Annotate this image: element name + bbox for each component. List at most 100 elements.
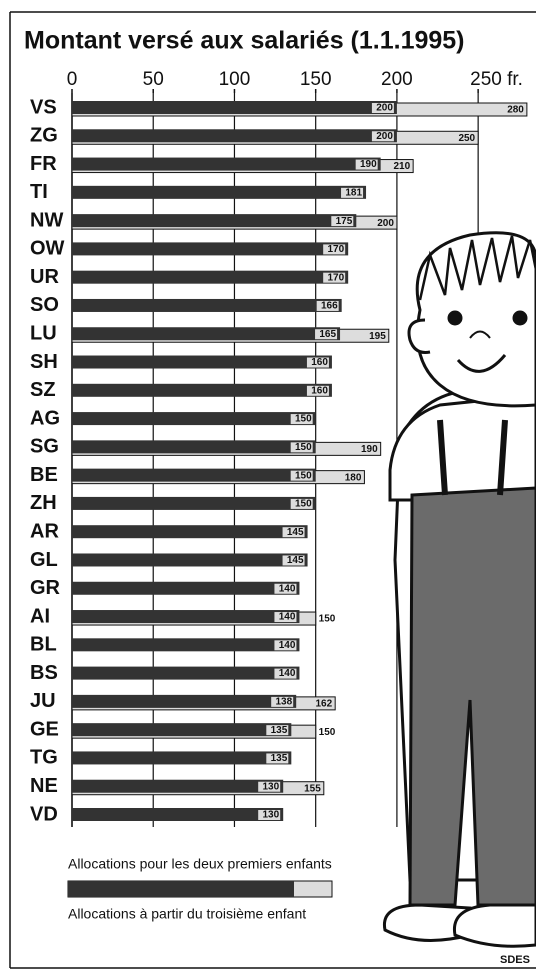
category-label: TI bbox=[30, 181, 48, 203]
value-label: 145 bbox=[287, 527, 304, 538]
category-label: AG bbox=[30, 407, 60, 429]
value-label: 162 bbox=[315, 699, 332, 710]
value-label: 140 bbox=[279, 612, 296, 623]
bar-first-children bbox=[72, 808, 283, 821]
value-label: 150 bbox=[295, 499, 312, 510]
legend-swatch-dark bbox=[68, 881, 294, 897]
value-label: 210 bbox=[393, 161, 410, 172]
bar-first-children bbox=[72, 553, 308, 566]
category-label: LU bbox=[30, 323, 57, 345]
category-label: BS bbox=[30, 662, 58, 684]
bar-first-children bbox=[72, 384, 332, 397]
value-label: 200 bbox=[376, 131, 393, 142]
value-label: 150 bbox=[319, 614, 336, 625]
bar-first-children bbox=[72, 214, 356, 227]
value-label: 181 bbox=[345, 187, 362, 198]
bar-first-children bbox=[72, 412, 316, 425]
bar-first-children bbox=[72, 723, 291, 736]
value-label: 140 bbox=[279, 668, 296, 679]
value-label: 170 bbox=[327, 244, 344, 255]
bar-first-children bbox=[72, 525, 308, 538]
value-label: 150 bbox=[295, 470, 312, 481]
bar-first-children bbox=[72, 101, 397, 114]
value-label: 160 bbox=[311, 385, 328, 396]
bar-first-children bbox=[72, 158, 381, 171]
value-label: 180 bbox=[345, 472, 362, 483]
bar-first-children bbox=[72, 497, 316, 510]
category-label: NW bbox=[30, 209, 63, 231]
category-label: SG bbox=[30, 436, 59, 458]
category-label: SH bbox=[30, 351, 58, 373]
category-label: AI bbox=[30, 605, 50, 627]
value-label: 140 bbox=[279, 640, 296, 651]
category-label: AR bbox=[30, 520, 59, 542]
value-label: 165 bbox=[319, 329, 336, 340]
category-label: NE bbox=[30, 775, 58, 797]
chart-title: Montant versé aux salariés (1.1.1995) bbox=[24, 27, 465, 55]
value-label: 155 bbox=[304, 783, 321, 794]
value-label: 200 bbox=[377, 218, 394, 229]
value-label: 145 bbox=[287, 555, 304, 566]
category-label: GL bbox=[30, 549, 58, 571]
value-label: 138 bbox=[276, 697, 293, 708]
x-tick-label: 50 bbox=[143, 69, 164, 90]
value-label: 170 bbox=[327, 272, 344, 283]
page: Montant versé aux salariés (1.1.1995) 0 5… bbox=[0, 0, 536, 976]
value-label: 130 bbox=[263, 810, 280, 821]
category-label: TG bbox=[30, 747, 58, 769]
chart: Montant versé aux salariés (1.1.1995) 0 5… bbox=[0, 0, 536, 976]
category-label: VD bbox=[30, 803, 58, 825]
category-label: BL bbox=[30, 634, 57, 656]
legend-label: Allocations pour les deux premiers enfan… bbox=[68, 856, 332, 872]
value-label: 160 bbox=[311, 357, 328, 368]
x-tick-label: 150 bbox=[300, 69, 332, 90]
category-label: GR bbox=[30, 577, 61, 599]
category-label: UR bbox=[30, 266, 59, 288]
bar-first-children bbox=[72, 780, 283, 793]
category-label: VS bbox=[30, 96, 57, 118]
value-label: 135 bbox=[271, 725, 288, 736]
illustration bbox=[384, 233, 536, 946]
category-label: SO bbox=[30, 294, 59, 316]
bar-first-children bbox=[72, 610, 299, 623]
bar-first-children bbox=[72, 299, 342, 312]
value-label: 200 bbox=[376, 103, 393, 114]
bar-first-children bbox=[72, 667, 299, 680]
value-label: 250 bbox=[458, 133, 475, 144]
bar-first-children bbox=[72, 327, 340, 340]
bar-first-children bbox=[72, 469, 316, 482]
bar-first-children bbox=[72, 582, 299, 595]
value-label: 166 bbox=[321, 301, 338, 312]
value-label: 280 bbox=[507, 105, 524, 116]
value-label: 135 bbox=[271, 753, 288, 764]
x-tick-label: 100 bbox=[219, 69, 251, 90]
category-label: JU bbox=[30, 690, 56, 712]
bar-first-children bbox=[72, 271, 348, 284]
value-label: 195 bbox=[369, 331, 386, 342]
bar-first-children bbox=[72, 186, 366, 199]
bar-first-children bbox=[72, 129, 397, 142]
bar-first-children bbox=[72, 356, 332, 369]
value-label: 175 bbox=[336, 216, 353, 227]
category-label: SZ bbox=[30, 379, 56, 401]
x-tick-label: 0 bbox=[67, 69, 78, 90]
bar-first-children bbox=[72, 695, 296, 708]
value-label: 150 bbox=[295, 442, 312, 453]
x-tick-label: 250 fr. bbox=[470, 69, 523, 90]
category-label: BE bbox=[30, 464, 58, 486]
bar-first-children bbox=[72, 440, 316, 453]
category-label: FR bbox=[30, 153, 57, 175]
category-label: OW bbox=[30, 238, 65, 260]
source: SDES bbox=[500, 954, 530, 966]
value-label: 190 bbox=[361, 444, 378, 455]
x-tick-label: 200 bbox=[381, 69, 413, 90]
category-label: ZH bbox=[30, 492, 57, 514]
value-label: 150 bbox=[295, 414, 312, 425]
legend-label: Allocations à partir du troisième enfant bbox=[68, 906, 306, 922]
value-label: 130 bbox=[263, 781, 280, 792]
bar-first-children bbox=[72, 638, 299, 651]
value-label: 140 bbox=[279, 583, 296, 594]
bar-first-children bbox=[72, 242, 348, 255]
value-label: 150 bbox=[319, 727, 336, 738]
value-label: 190 bbox=[360, 159, 377, 170]
